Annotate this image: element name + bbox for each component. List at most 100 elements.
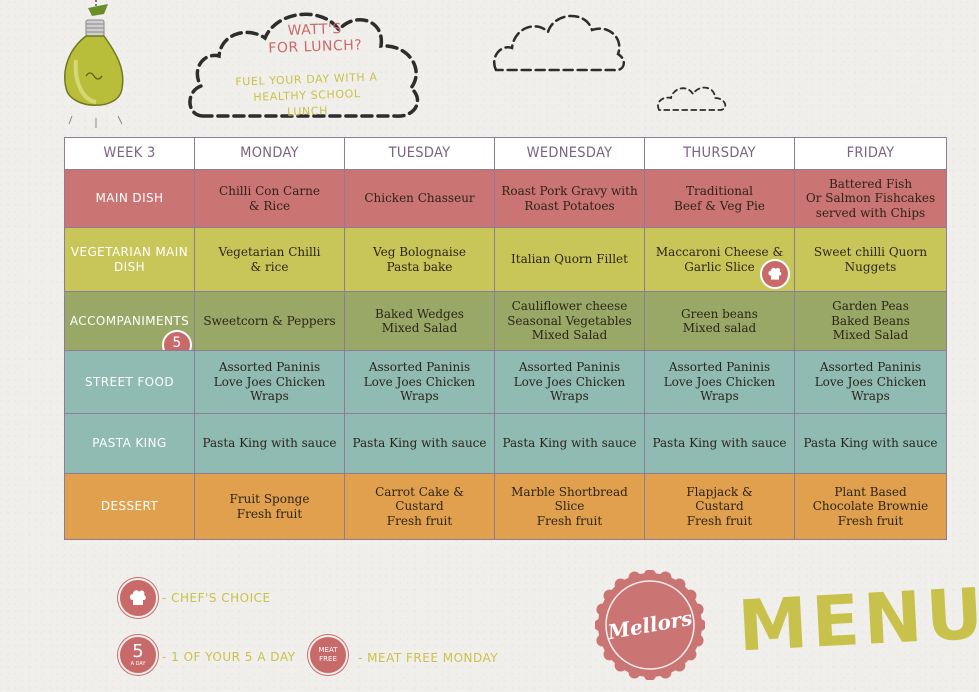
menu-item-text: Chicken Chasseur xyxy=(364,191,475,206)
menu-cell-tuesday: Carrot Cake & Custard Fresh fruit xyxy=(344,473,495,540)
chef-hat-icon xyxy=(768,267,782,280)
menu-cell-thursday: Assorted Paninis Love Joes Chicken Wraps xyxy=(644,350,795,414)
menu-cell-tuesday: Pasta King with sauce xyxy=(344,413,495,474)
menu-cell-wednesday: Pasta King with sauce xyxy=(494,413,645,474)
stamp-scallop xyxy=(614,659,627,672)
stamp-scallop xyxy=(628,571,641,584)
menu-heading: MENU xyxy=(736,572,979,668)
chef-choice-badge-icon xyxy=(760,259,790,289)
menu-cell-wednesday: Marble Shortbread Slice Fresh fruit xyxy=(494,473,645,540)
stamp-scallop xyxy=(614,578,627,591)
menu-cell-thursday: Pasta King with sauce xyxy=(644,413,795,474)
menu-item-text: Veg Bolognaise Pasta bake xyxy=(373,245,466,274)
stamp-scallop xyxy=(595,619,606,631)
stamp-scallop xyxy=(691,634,704,647)
menu-item-text: Pasta King with sauce xyxy=(652,436,787,451)
menu-cell-friday: Plant Based Chocolate Brownie Fresh frui… xyxy=(794,473,947,540)
menu-cell-friday: Sweet chilli Quorn Nuggets xyxy=(794,227,947,292)
mellors-logo-stamp: Mellors xyxy=(595,570,705,680)
cloud-outline-main xyxy=(188,12,420,118)
menu-cell-friday: Assorted Paninis Love Joes Chicken Wraps xyxy=(794,350,947,414)
cloud-outline-small xyxy=(493,14,626,72)
menu-item-text: Italian Quorn Fillet xyxy=(511,252,628,267)
row-label: DESSERT xyxy=(64,473,195,540)
legend-chefs-choice: - CHEF'S CHOICE xyxy=(162,591,271,605)
stamp-scallop xyxy=(644,570,656,581)
day-header-wednesday: WEDNESDAY xyxy=(494,137,645,170)
stamp-scallop xyxy=(673,578,686,591)
menu-row-accompaniments: ACCOMPANIMENTS 5A DAY Sweetcorn & Peppers B… xyxy=(64,291,947,351)
legend-five-a-day: - 1 OF YOUR 5 A DAY xyxy=(162,650,296,664)
menu-item-text: Fruit Sponge Fresh fruit xyxy=(229,492,310,521)
menu-row-main-dish: MAIN DISH Chilli Con Carne & Rice Chicken … xyxy=(64,169,947,228)
cloud-outline-tiny xyxy=(657,86,727,111)
menu-item-text: Plant Based Chocolate Brownie Fresh frui… xyxy=(812,484,929,528)
five-a-day-badge: 5A DAY xyxy=(162,330,192,351)
menu-item-text: Assorted Paninis Love Joes Chicken Wraps xyxy=(363,360,476,404)
stamp-scallop xyxy=(659,571,672,584)
menu-cell-wednesday: Italian Quorn Fillet xyxy=(494,227,645,292)
menu-item-text: Cauliflower cheese Seasonal Vegetables M… xyxy=(507,299,632,343)
menu-row-pasta-king: PASTA KING Pasta King with sauce Pasta Kin… xyxy=(64,413,947,474)
stamp-scallop xyxy=(694,619,705,631)
menu-cell-wednesday: Assorted Paninis Love Joes Chicken Wraps xyxy=(494,350,645,414)
menu-item-text: Vegetarian Chilli & rice xyxy=(218,245,321,274)
menu-cell-thursday: Traditional Beef & Veg Pie xyxy=(644,169,795,228)
menu-item-text: Roast Pork Gravy with Roast Potatoes xyxy=(501,184,638,213)
meat-free-line2: FREE xyxy=(319,655,337,663)
menu-item-text: Green beans Mixed salad xyxy=(681,306,758,336)
menu-item-text: Carrot Cake & Custard Fresh fruit xyxy=(375,484,464,528)
week-label: WEEK 3 xyxy=(64,137,195,170)
stamp-scallop xyxy=(673,659,686,672)
five-a-day-badge-number: 5 xyxy=(172,334,182,351)
header-subtitle-line2: HEALTHY SCHOOL LUNCH xyxy=(253,87,361,119)
stamp-scallop xyxy=(684,648,697,661)
menu-item-text: Pasta King with sauce xyxy=(502,436,637,451)
menu-item-text: Battered Fish Or Salmon Fishcakes served… xyxy=(805,176,936,220)
menu-cell-friday: Pasta King with sauce xyxy=(794,413,947,474)
row-label-text: ACCOMPANIMENTS xyxy=(69,313,190,328)
stamp-scallop xyxy=(596,603,609,616)
day-header-tuesday: TUESDAY xyxy=(344,137,495,170)
table-header-row: WEEK 3 MONDAY TUESDAY WEDNESDAY THURSDAY… xyxy=(64,137,947,170)
menu-item-text: Flapjack & Custard Fresh fruit xyxy=(686,484,753,528)
stamp-scallop xyxy=(644,669,656,680)
stamp-scallop xyxy=(659,666,672,679)
menu-item-text: Chilli Con Carne & Rice xyxy=(219,184,320,213)
menu-item-text: Sweetcorn & Peppers xyxy=(203,313,336,328)
stamp-scallop xyxy=(691,603,704,616)
row-label: ACCOMPANIMENTS 5A DAY xyxy=(64,291,195,351)
menu-item-text: Assorted Paninis Love Joes Chicken Wraps xyxy=(663,360,776,404)
menu-cell-thursday: Maccaroni Cheese & Garlic Slice xyxy=(644,227,795,292)
day-header-friday: FRIDAY xyxy=(794,137,947,170)
stamp-scallop xyxy=(603,648,616,661)
menu-row-dessert: DESSERT Fruit Sponge Fresh fruit Carrot Ca… xyxy=(64,473,947,540)
menu-item-text: Garden Peas Baked Beans Mixed Salad xyxy=(831,299,910,343)
row-label: MAIN DISH xyxy=(64,169,195,228)
menu-item-text: Assorted Paninis Love Joes Chicken Wraps xyxy=(513,360,626,404)
menu-item-text: Assorted Paninis Love Joes Chicken Wraps xyxy=(213,360,326,404)
header-subtitle: FUEL YOUR DAY WITH A HEALTHY SCHOOL LUNC… xyxy=(231,69,383,122)
menu-cell-thursday: Green beans Mixed salad xyxy=(644,291,795,351)
five-a-day-icon: 5 A DAY xyxy=(118,635,158,675)
menu-cell-friday: Garden Peas Baked Beans Mixed Salad xyxy=(794,291,947,351)
header-title: WATT'S FOR LUNCH? xyxy=(254,20,375,58)
menu-cell-monday: Vegetarian Chilli & rice xyxy=(194,227,345,292)
menu-item-text: Baked Wedges Mixed Salad xyxy=(375,306,464,336)
menu-row-street-food: STREET FOOD Assorted Paninis Love Joes Ch… xyxy=(64,350,947,414)
meat-free-line1: MEAT xyxy=(318,646,338,654)
menu-cell-monday: Assorted Paninis Love Joes Chicken Wraps xyxy=(194,350,345,414)
chef-hat-glyph xyxy=(129,590,146,605)
day-header-thursday: THURSDAY xyxy=(644,137,795,170)
row-label-text: DESSERT xyxy=(100,499,159,513)
row-label: STREET FOOD xyxy=(64,350,195,414)
menu-item-text: Pasta King with sauce xyxy=(803,436,938,451)
lunch-menu-table: WEEK 3 MONDAY TUESDAY WEDNESDAY THURSDAY… xyxy=(64,137,947,540)
menu-item-text: Maccaroni Cheese & Garlic Slice xyxy=(655,245,784,274)
row-label: PASTA KING xyxy=(64,413,195,474)
day-header-monday: MONDAY xyxy=(194,137,345,170)
menu-cell-tuesday: Assorted Paninis Love Joes Chicken Wraps xyxy=(344,350,495,414)
row-label-text: STREET FOOD xyxy=(84,374,175,389)
menu-cell-monday: Fruit Sponge Fresh fruit xyxy=(194,473,345,540)
menu-cell-monday: Chilli Con Carne & Rice xyxy=(194,169,345,228)
